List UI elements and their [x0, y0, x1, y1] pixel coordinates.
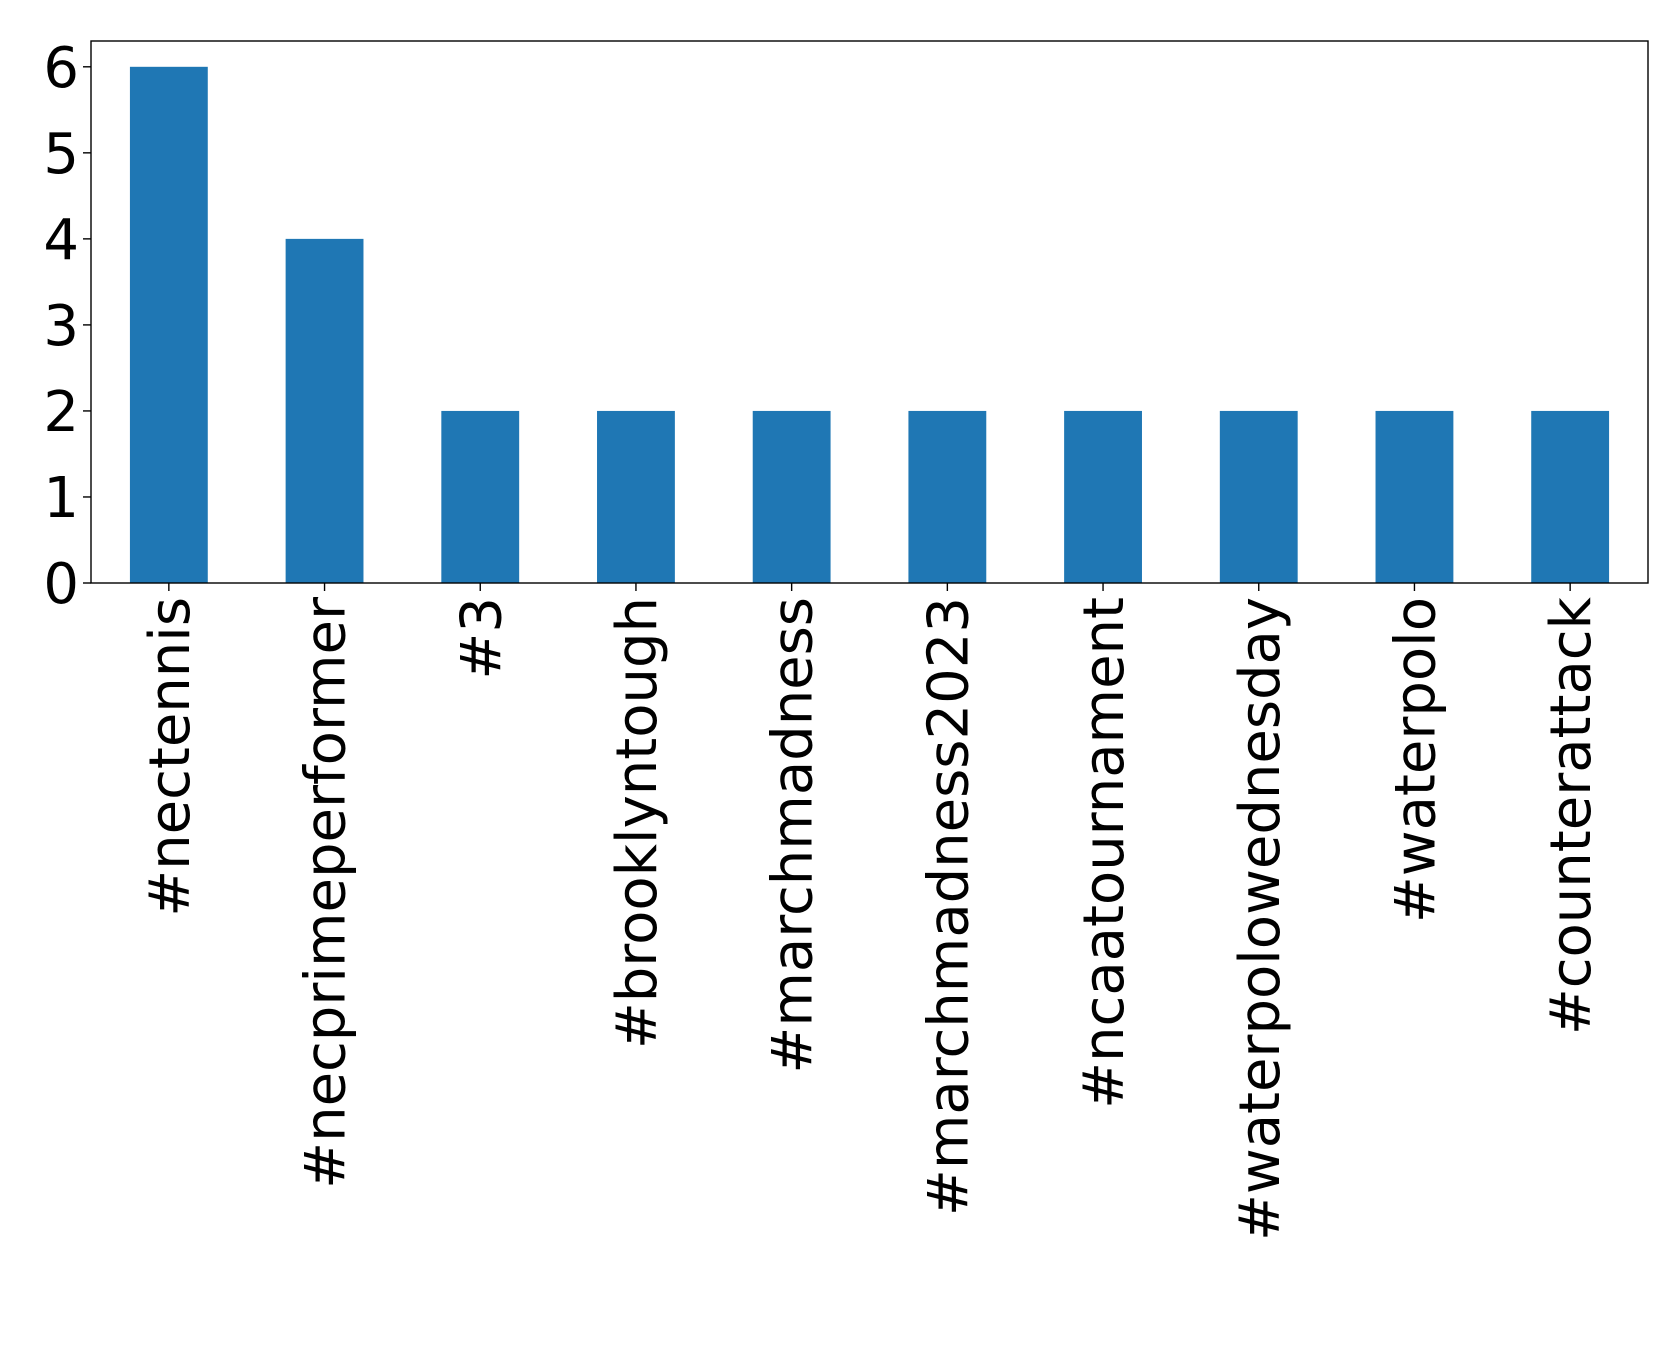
x-tick-label: #waterpolo [1383, 597, 1448, 923]
bar-9 [1531, 410, 1610, 583]
bar-8 [1375, 410, 1454, 583]
y-tick-label: 6 [43, 36, 79, 101]
x-tick-label: #counterattack [1539, 596, 1604, 1035]
bar-1 [285, 238, 364, 583]
bar-0 [129, 66, 208, 584]
y-tick-label: 4 [43, 208, 79, 273]
x-tick-label: #waterpolowednesday [1228, 597, 1293, 1241]
x-tick-label: #marchmadness2023 [916, 597, 981, 1216]
x-tick-label: #ncaatournament [1072, 597, 1137, 1109]
bar-2 [441, 410, 520, 583]
bar-4 [752, 410, 831, 583]
x-axis: #nectennis #necprimeperformer #3 #brooklynt… [138, 583, 1604, 1241]
y-tick-label: 2 [43, 380, 79, 445]
bar-7 [1219, 410, 1298, 583]
x-tick-label: #necprimeperformer [294, 596, 359, 1189]
x-tick-label: #3 [449, 597, 514, 680]
x-tick-label: #brooklyntough [605, 597, 670, 1049]
y-axis: 0 1 2 3 4 5 6 [43, 36, 91, 617]
x-tick-label: #nectennis [138, 597, 203, 917]
x-tick-label: #marchmadness [761, 597, 826, 1074]
bar-3 [597, 410, 675, 583]
y-tick-label: 0 [43, 552, 79, 617]
plot-frame [90, 40, 1649, 584]
y-tick-label: 3 [43, 294, 79, 359]
y-tick-label: 5 [43, 122, 79, 187]
bars-group [129, 66, 1610, 584]
y-tick-label: 1 [43, 466, 79, 531]
bar-6 [1064, 410, 1142, 583]
bar-5 [908, 410, 987, 583]
